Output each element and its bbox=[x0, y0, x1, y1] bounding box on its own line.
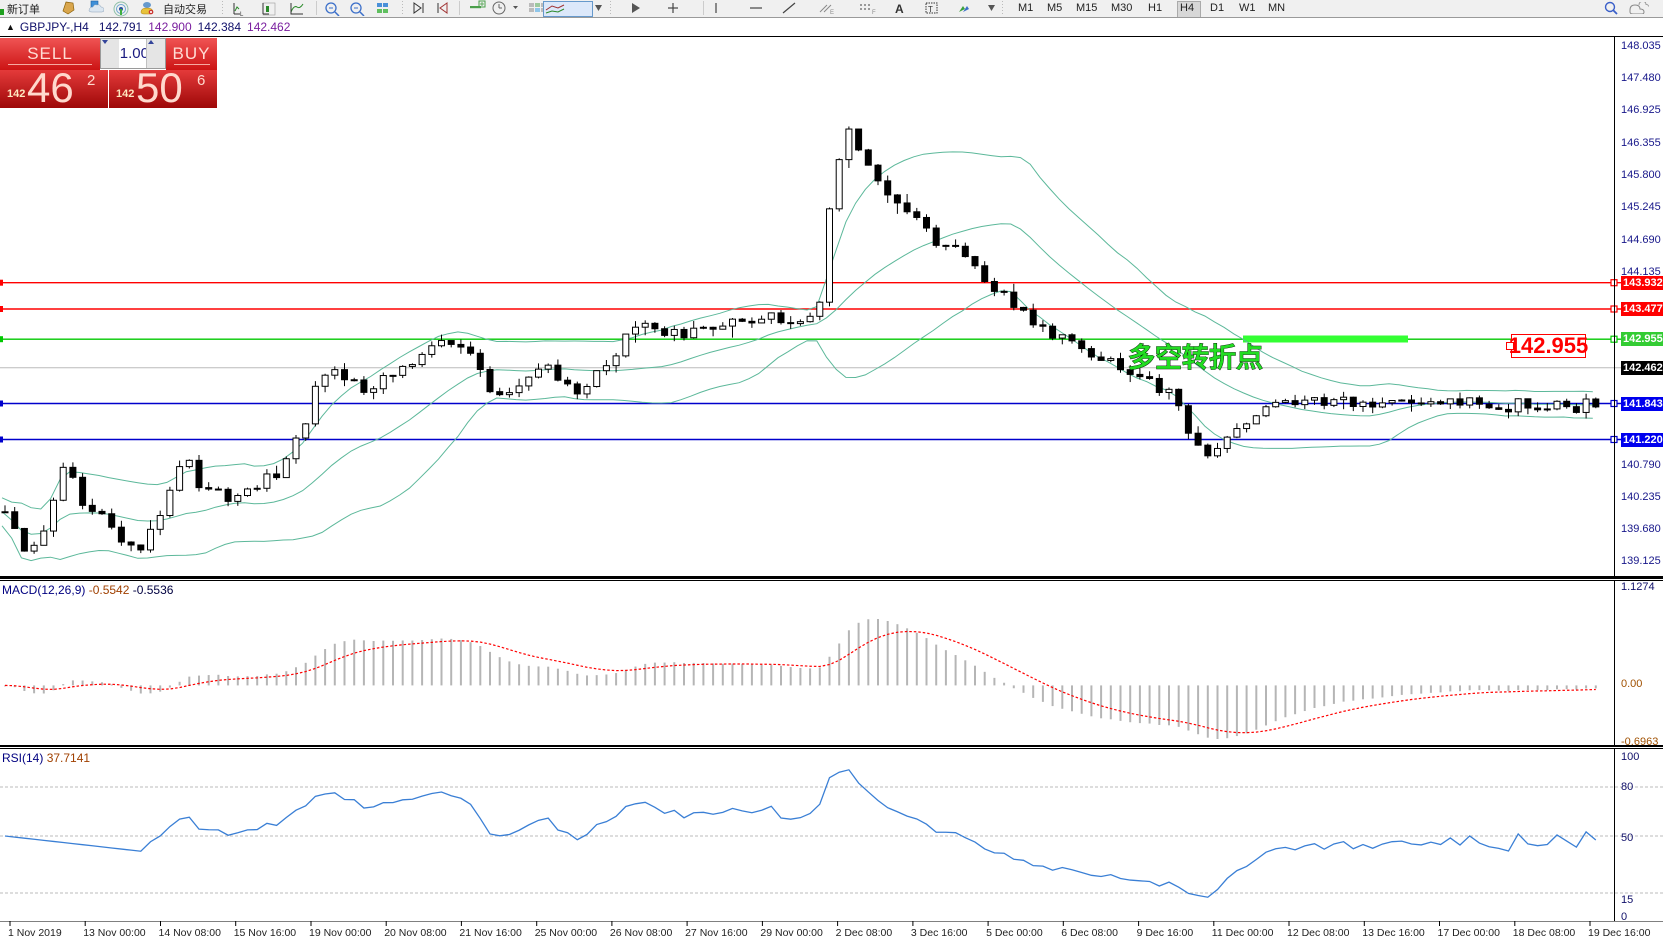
svg-text:E: E bbox=[830, 10, 834, 15]
svg-text:T: T bbox=[928, 5, 933, 14]
svg-text:F: F bbox=[872, 10, 876, 15]
svg-text:L: L bbox=[240, 12, 244, 16]
